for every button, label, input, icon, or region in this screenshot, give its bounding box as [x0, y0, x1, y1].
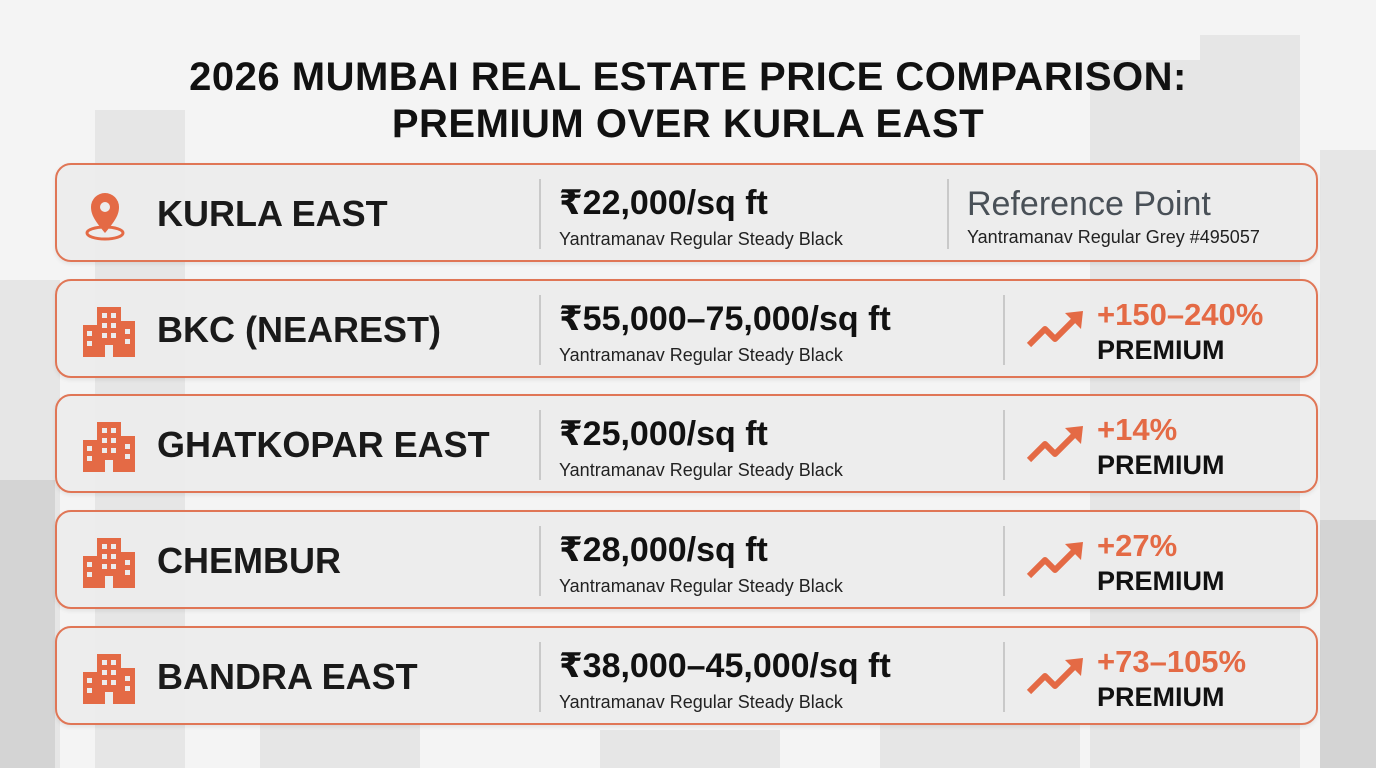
title-line: 2026 MUMBAI REAL ESTATE PRICE COMPARISON…: [189, 55, 1187, 99]
price: ₹22,000/sq ft: [559, 184, 768, 222]
comparison-row: BKC (NEAREST) ₹55,000–75,000/sq ft Yantram…: [55, 278, 1318, 378]
font-note: Yantramanav Regular Steady Black: [559, 576, 843, 597]
premium-label: PREMIUM: [1097, 450, 1225, 481]
font-note: Yantramanav Regular Steady Black: [559, 460, 843, 481]
price: ₹25,000/sq ft: [559, 415, 768, 454]
font-note: Yantramanav Regular Steady Black: [559, 229, 843, 249]
price: ₹28,000/sq ft: [559, 531, 768, 570]
divider: [539, 294, 541, 365]
divider: [539, 641, 541, 712]
divider: [1003, 410, 1005, 481]
premium-value: +14%: [1097, 412, 1178, 448]
comparison-row: BANDRA EAST ₹38,000–45,000/sq ft Yantraman…: [55, 625, 1318, 725]
premium-label: PREMIUM: [1097, 566, 1225, 597]
building-icon: [79, 418, 139, 479]
premium-value: +150–240%: [1097, 296, 1264, 332]
price: ₹55,000–75,000/sq ft: [559, 299, 891, 338]
area-name: BKC (NEAREST): [157, 308, 441, 350]
trend-icon: [1025, 654, 1087, 703]
divider: [947, 179, 949, 249]
title-line: PREMIUM OVER KURLA EAST: [391, 102, 985, 146]
divider: [539, 179, 541, 249]
divider: [1003, 526, 1005, 597]
trend-icon: [1025, 538, 1087, 587]
comparison-row: GHATKOPAR EAST ₹25,000/sq ft Yantramanav R…: [55, 394, 1318, 494]
premium-label: PREMIUM: [1097, 334, 1225, 365]
area-name: KURLA EAST: [157, 193, 388, 234]
area-name: GHATKOPAR EAST: [157, 424, 490, 466]
trend-icon: [1025, 422, 1087, 471]
area-name: BANDRA EAST: [157, 655, 418, 697]
premium-value: +27%: [1097, 528, 1178, 564]
price: ₹38,000–45,000/sq ft: [559, 646, 891, 685]
font-note: Yantramanav Regular Steady Black: [559, 344, 843, 365]
premium-label: PREMIUM: [1097, 681, 1225, 712]
font-note: Yantramanav Regular Grey #495057: [967, 227, 1260, 247]
divider: [539, 526, 541, 597]
location-icon: [79, 187, 135, 248]
building-icon: [79, 303, 139, 364]
reference-label: Reference Point: [967, 185, 1211, 223]
area-name: CHEMBUR: [157, 540, 341, 582]
trend-icon: [1025, 307, 1087, 356]
font-note: Yantramanav Regular Steady Black: [559, 691, 843, 712]
building-icon: [79, 650, 139, 711]
building-icon: [79, 534, 139, 595]
divider: [539, 410, 541, 481]
premium-value: +73–105%: [1097, 643, 1247, 679]
comparison-row: CHEMBUR ₹28,000/sq ft Yantramanav Regular …: [55, 510, 1318, 610]
divider: [1003, 294, 1005, 365]
comparison-row: KURLA EAST ₹22,000/sq ft Yantramanav Regul…: [55, 163, 1318, 262]
divider: [1003, 641, 1005, 712]
